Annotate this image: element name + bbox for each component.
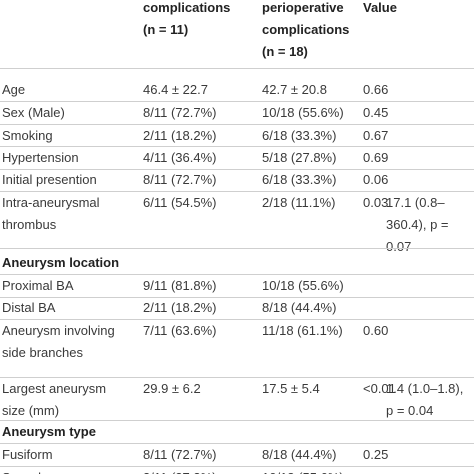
table-cell: Saccular bbox=[2, 467, 132, 474]
table-cell: 17.5 ± 5.4 bbox=[262, 381, 320, 396]
rule bbox=[0, 274, 474, 275]
table-cell: 0.66 bbox=[363, 82, 389, 97]
table-cell: 2/18 (11.1%) bbox=[262, 195, 336, 210]
rule bbox=[0, 68, 474, 69]
header-cell: complications bbox=[143, 0, 231, 15]
table-cell: Distal BA bbox=[2, 300, 56, 315]
table-cell: 8/18 (44.4%) bbox=[262, 300, 337, 315]
rule bbox=[0, 124, 474, 125]
table-cell: Largest aneurysm size (mm) bbox=[2, 381, 107, 418]
group-heading: Aneurysm type bbox=[2, 424, 96, 439]
table-cell: 0.69 bbox=[363, 150, 389, 165]
table-cell: 7/11 (63.6%) bbox=[143, 323, 217, 338]
table-cell: 5/18 (27.8%) bbox=[262, 150, 337, 165]
table-cell: 0.03 bbox=[363, 195, 389, 210]
rule bbox=[0, 297, 474, 298]
header-cell: (n = 18) bbox=[262, 44, 308, 59]
table-cell: Hypertension bbox=[2, 150, 79, 165]
header-cell: Value bbox=[363, 0, 397, 15]
table-cell: 0.06 bbox=[363, 172, 389, 187]
group-heading: Aneurysm location bbox=[2, 255, 120, 270]
header-cell: complications bbox=[262, 22, 350, 37]
table-cell: 2/11 (18.2%) bbox=[143, 128, 217, 143]
table-cell: Proximal BA bbox=[2, 278, 74, 293]
table-cell: 8/18 (44.4%) bbox=[262, 447, 337, 462]
table-cell: Initial presention bbox=[2, 172, 97, 187]
table-cell: 9/11 (81.8%) bbox=[143, 278, 217, 293]
table-cell: 6/18 (33.3%) bbox=[262, 128, 337, 143]
table-cell: 1.4 (1.0–1.8), p = 0.04 bbox=[386, 381, 464, 418]
rule bbox=[0, 319, 474, 320]
table-cell: 8/11 (72.7%) bbox=[143, 105, 217, 120]
table-cell: 3/11 (27.3%) bbox=[143, 467, 258, 474]
table-cell: Sex (Male) bbox=[2, 105, 65, 120]
table-cell: Aneurysm involving side branches bbox=[2, 323, 115, 360]
header-cell: (n = 11) bbox=[143, 22, 189, 37]
table-cell: 4/11 (36.4%) bbox=[143, 150, 217, 165]
rule bbox=[0, 146, 474, 147]
table-cell: 46.4 ± 22.7 bbox=[143, 82, 208, 97]
table-cell: Fusiform bbox=[2, 447, 53, 462]
table-cell: 6/11 (54.5%) bbox=[143, 195, 217, 210]
rule bbox=[0, 248, 474, 249]
rule bbox=[0, 443, 474, 444]
table-cell: 42.7 ± 20.8 bbox=[262, 82, 327, 97]
rule bbox=[0, 191, 474, 192]
table-cell: 0.67 bbox=[363, 128, 389, 143]
rule bbox=[0, 466, 474, 467]
rule bbox=[0, 101, 474, 102]
table-cell: 6/18 (33.3%) bbox=[262, 172, 337, 187]
table-cell: 0.25 bbox=[363, 447, 389, 462]
table-cell: Intra-aneurysmal thrombus bbox=[2, 195, 100, 232]
table-cell: 11/18 (61.1%) bbox=[262, 323, 343, 338]
table-cell: 0.60 bbox=[363, 323, 389, 338]
rule bbox=[0, 420, 474, 421]
table-cell: 0.45 bbox=[363, 105, 389, 120]
table-cell: 29.9 ± 6.2 bbox=[143, 381, 201, 396]
table-cell: 10/18 (55.6%) bbox=[262, 467, 362, 474]
table-cell: 2/11 (18.2%) bbox=[143, 300, 217, 315]
table-cell: Smoking bbox=[2, 128, 53, 143]
table-cell: <0.01 bbox=[363, 381, 396, 396]
table-cell: 10/18 (55.6%) bbox=[262, 105, 344, 120]
table-cell: 8/11 (72.7%) bbox=[143, 447, 217, 462]
table-cell: 17.1 (0.8–360.4), p = 0.07 bbox=[386, 195, 449, 254]
table-cell: Age bbox=[2, 82, 26, 97]
header-cell: perioperative bbox=[262, 0, 344, 15]
table-cell: 8/11 (72.7%) bbox=[143, 172, 217, 187]
rule bbox=[0, 169, 474, 170]
table-cell: 10/18 (55.6%) bbox=[262, 278, 344, 293]
rule bbox=[0, 377, 474, 378]
